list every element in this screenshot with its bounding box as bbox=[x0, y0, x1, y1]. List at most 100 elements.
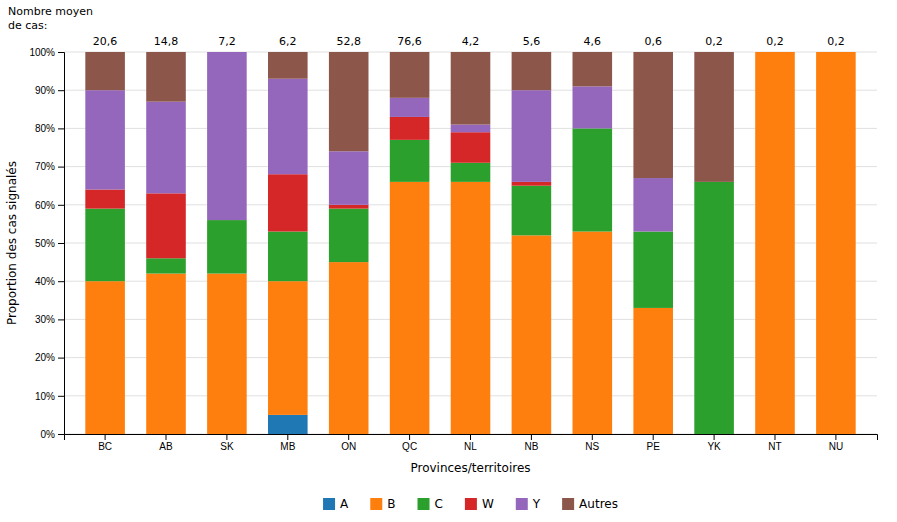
bar-segment bbox=[268, 79, 308, 174]
bar-segment bbox=[390, 117, 430, 140]
legend-label: Y bbox=[532, 497, 541, 511]
grid bbox=[64, 52, 877, 434]
bar-segment bbox=[573, 52, 613, 86]
bar-segment bbox=[694, 52, 734, 182]
tick-mark bbox=[58, 358, 64, 359]
axis-line bbox=[58, 53, 65, 435]
tick-mark bbox=[58, 434, 64, 435]
tick-mark bbox=[348, 434, 349, 440]
tick-mark bbox=[287, 434, 288, 440]
tick-mark bbox=[226, 434, 227, 440]
bar-segment bbox=[85, 90, 125, 189]
tick-label: AB bbox=[159, 441, 173, 452]
bar-segment bbox=[390, 98, 430, 117]
legend-label: Autres bbox=[579, 497, 618, 511]
bar-segment bbox=[146, 52, 186, 102]
tick: AB bbox=[159, 434, 173, 452]
tick-label: 20% bbox=[35, 352, 55, 363]
bar-segment bbox=[329, 151, 369, 204]
tick-label: 100% bbox=[29, 47, 55, 58]
tick: 50% bbox=[35, 238, 64, 249]
bar-segment bbox=[573, 232, 613, 434]
bar-segment bbox=[390, 182, 430, 434]
annotation: 5,6 bbox=[523, 35, 541, 48]
tick-mark bbox=[531, 434, 532, 440]
tick-mark bbox=[58, 396, 64, 397]
bar-segment bbox=[85, 52, 125, 90]
tick: NU bbox=[829, 434, 843, 452]
bar-segment bbox=[573, 128, 613, 231]
tick: 90% bbox=[35, 85, 64, 96]
bar-segment bbox=[146, 274, 186, 434]
tick: 0% bbox=[41, 429, 64, 440]
annotation: 0,2 bbox=[827, 35, 845, 48]
legend-item: Autres bbox=[562, 497, 618, 511]
tick-label: MB bbox=[280, 441, 295, 452]
bar-segment bbox=[390, 52, 430, 98]
subtitle: de cas: bbox=[8, 19, 47, 32]
bar-segment bbox=[512, 52, 552, 90]
bar-segment bbox=[633, 308, 673, 434]
tick-mark bbox=[774, 434, 775, 440]
tick: NL bbox=[464, 434, 477, 452]
bar-segment bbox=[512, 235, 552, 434]
tick: NS bbox=[585, 434, 599, 452]
tick: 10% bbox=[35, 391, 64, 402]
bar-segment bbox=[268, 52, 308, 79]
bar-segment bbox=[268, 281, 308, 415]
legend-item: W bbox=[465, 497, 494, 511]
series bbox=[85, 52, 734, 182]
bar-segment bbox=[816, 52, 856, 53]
bar-segment bbox=[816, 52, 856, 53]
legend-swatch bbox=[370, 498, 382, 510]
tick: QC bbox=[402, 434, 417, 452]
tick-mark bbox=[58, 52, 64, 53]
tick-mark bbox=[653, 434, 654, 440]
tick: SK bbox=[220, 434, 234, 452]
bar-segment bbox=[85, 209, 125, 282]
tick-mark bbox=[58, 128, 64, 129]
series bbox=[85, 52, 855, 434]
tick: 60% bbox=[35, 200, 64, 211]
bar-segment bbox=[573, 86, 613, 128]
bar-segment bbox=[329, 209, 369, 262]
legend-swatch bbox=[418, 498, 430, 510]
tick-label: YK bbox=[707, 441, 721, 452]
tick-label: SK bbox=[220, 441, 234, 452]
tick-mark bbox=[835, 434, 836, 440]
tick-label: 90% bbox=[35, 85, 55, 96]
annotation: 6,2 bbox=[279, 35, 297, 48]
tick-mark bbox=[714, 434, 715, 440]
bar-segment bbox=[451, 132, 491, 163]
bars bbox=[85, 52, 855, 434]
tick-label: NT bbox=[768, 441, 781, 452]
bar-segment bbox=[146, 193, 186, 258]
bar-segment bbox=[329, 262, 369, 434]
tick-label: PE bbox=[647, 441, 661, 452]
tick-label: BC bbox=[98, 441, 112, 452]
tick-mark bbox=[592, 434, 593, 440]
y-axis: 0%10%20%30%40%50%60%70%80%90%100% bbox=[29, 47, 64, 440]
series bbox=[85, 52, 673, 232]
annotation: 76,6 bbox=[397, 35, 422, 48]
bar-segment bbox=[390, 140, 430, 182]
legend-label: B bbox=[387, 497, 395, 511]
bar-segment bbox=[451, 163, 491, 182]
y-axis-title: Proportion des cas signalés bbox=[5, 161, 19, 325]
legend-label: W bbox=[482, 497, 494, 511]
bar-segment bbox=[694, 182, 734, 434]
legend-swatch bbox=[323, 498, 335, 510]
title: Nombre moyen bbox=[8, 5, 93, 18]
bar-segment bbox=[268, 415, 308, 434]
bar-segment bbox=[755, 52, 795, 53]
tick-mark bbox=[58, 90, 64, 91]
tick-label: 10% bbox=[35, 391, 55, 402]
axis-line bbox=[65, 435, 878, 441]
tick: NB bbox=[524, 434, 538, 452]
annotation: 0,6 bbox=[644, 35, 662, 48]
bar-segment bbox=[207, 52, 247, 220]
bar-segment bbox=[512, 90, 552, 182]
chart: 0%10%20%30%40%50%60%70%80%90%100%BCABSKM… bbox=[0, 0, 897, 522]
bar-segment bbox=[451, 52, 491, 125]
bar-segment bbox=[268, 232, 308, 282]
